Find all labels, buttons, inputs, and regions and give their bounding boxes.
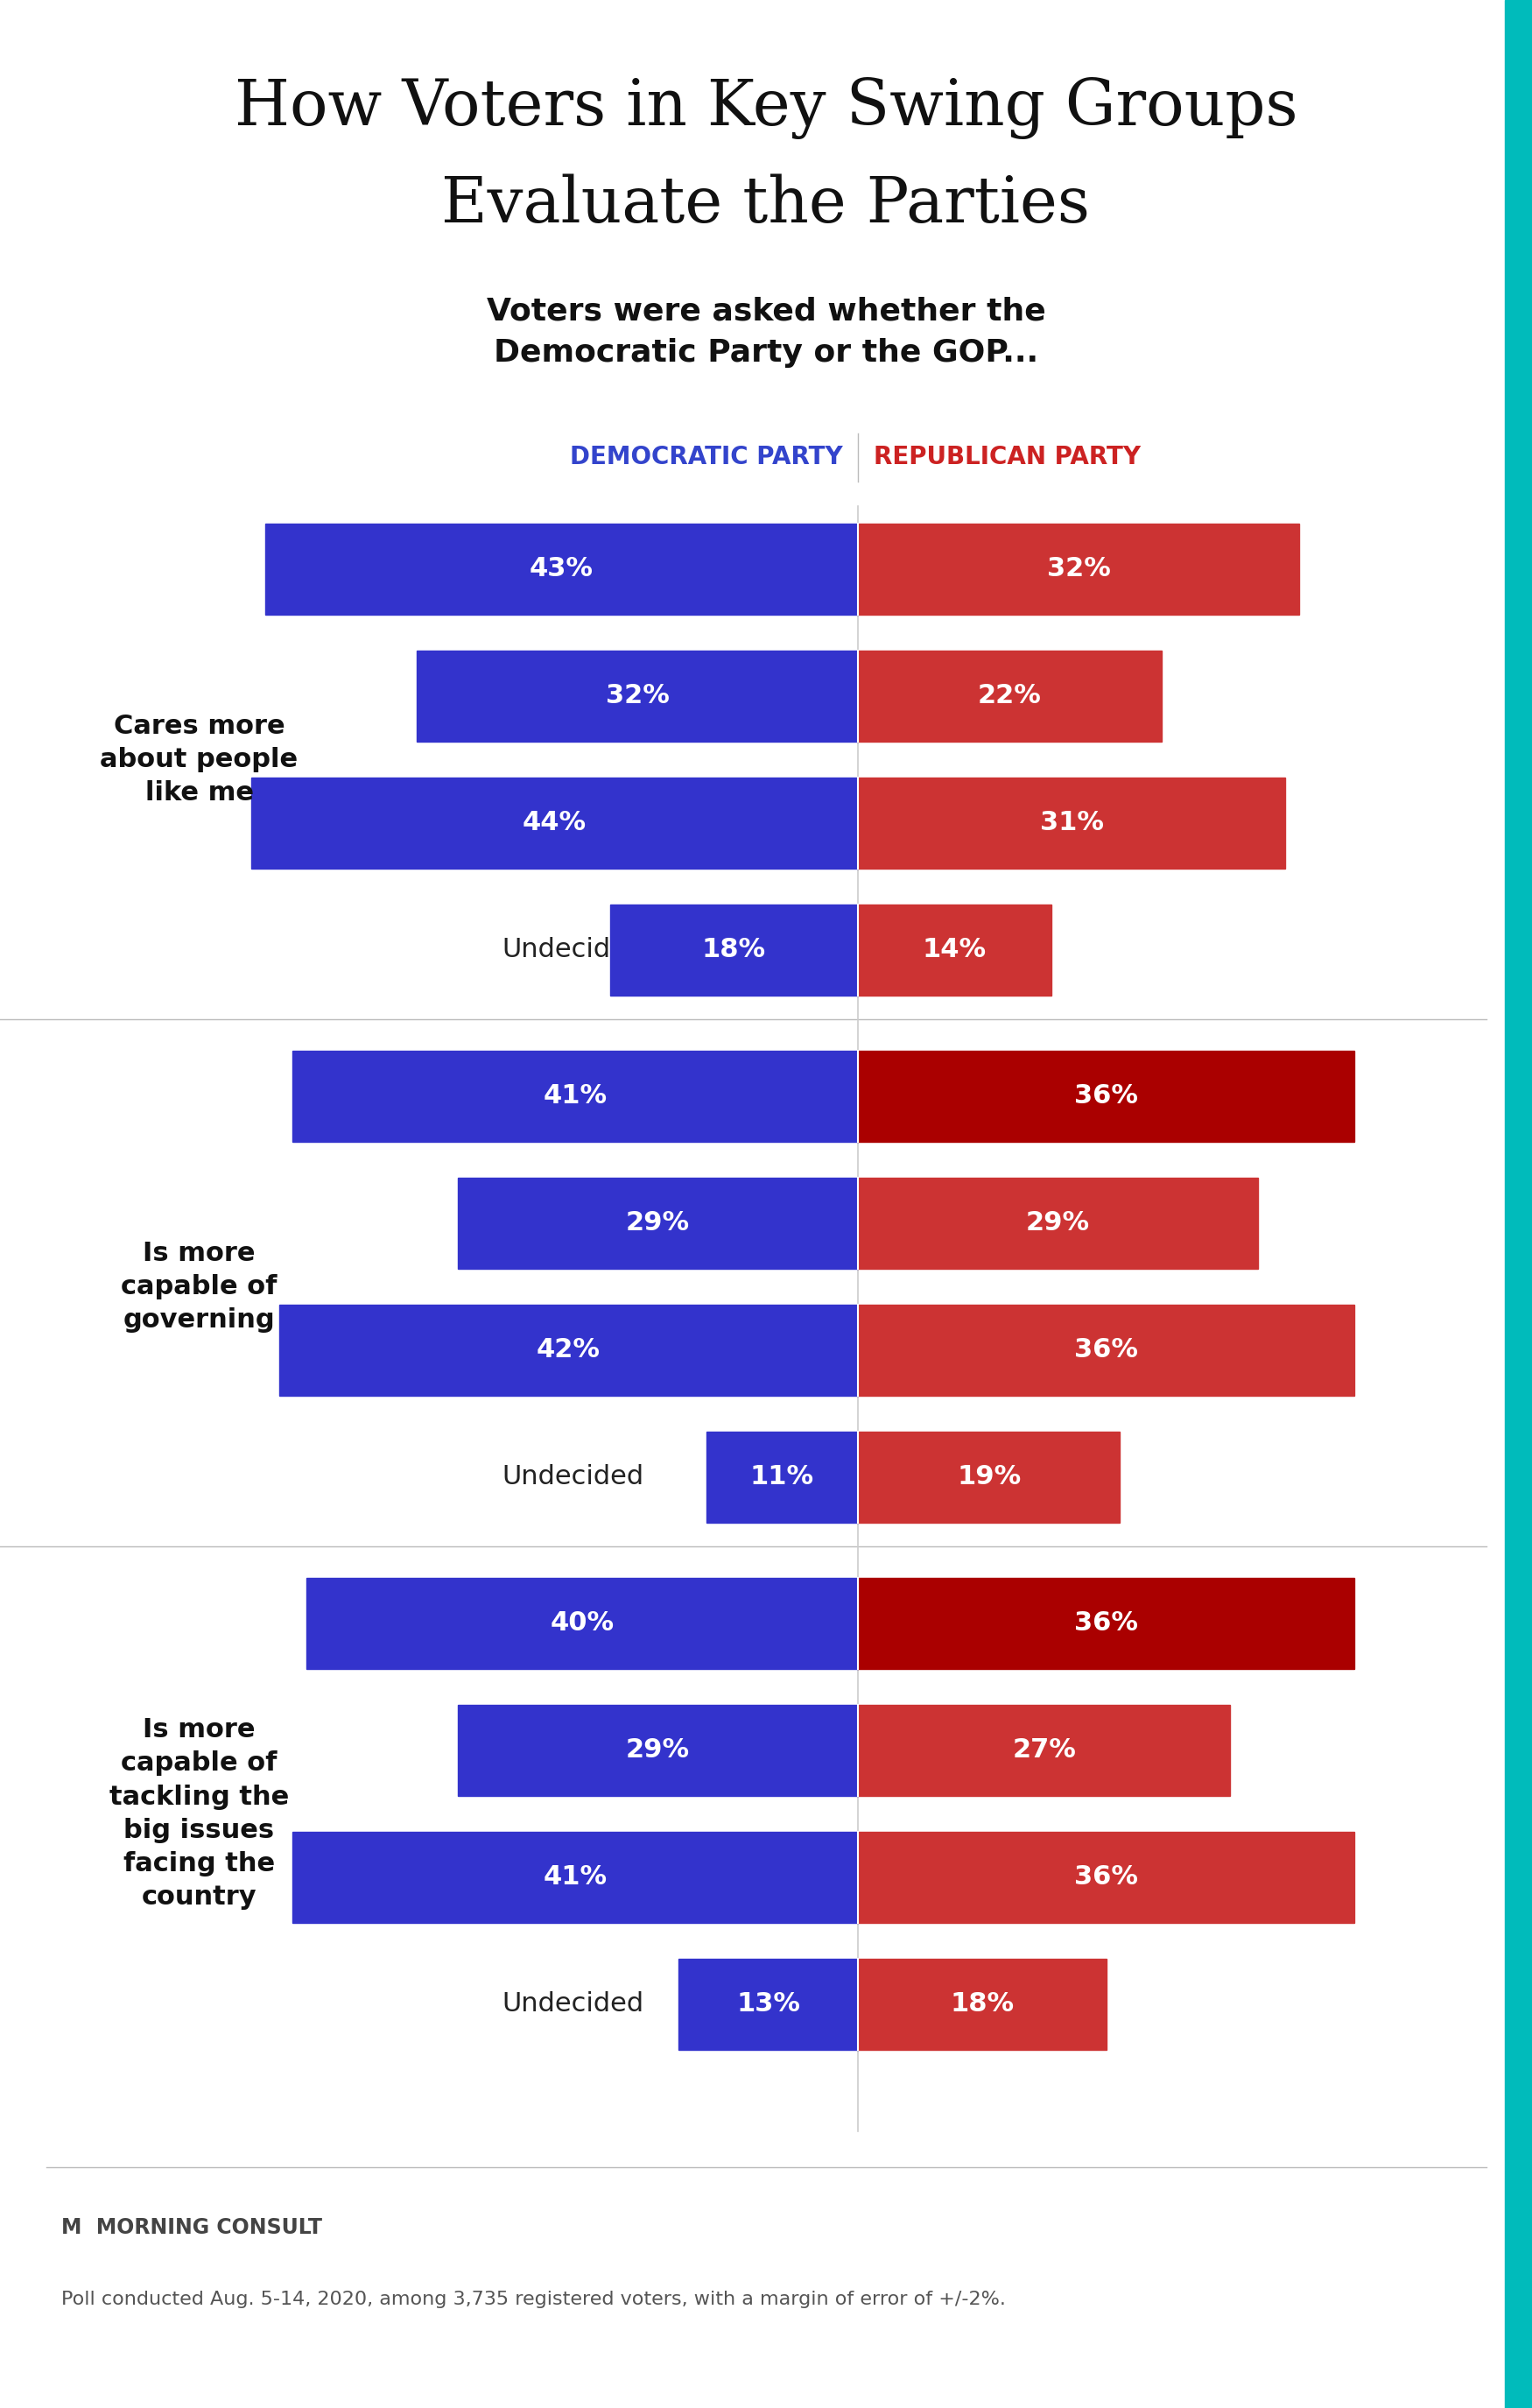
Text: 40%: 40% bbox=[550, 1611, 614, 1635]
Bar bbox=[293, 1832, 858, 1924]
Text: 18%: 18% bbox=[702, 937, 766, 963]
Bar bbox=[858, 650, 1161, 742]
Bar bbox=[858, 1305, 1354, 1397]
Text: All voters: All voters bbox=[518, 1084, 643, 1110]
Text: Is more
capable of
tackling the
big issues
facing the
country: Is more capable of tackling the big issu… bbox=[109, 1717, 290, 1910]
Text: 22%: 22% bbox=[977, 684, 1042, 708]
Text: 27%: 27% bbox=[1013, 1739, 1075, 1763]
Text: 32%: 32% bbox=[605, 684, 669, 708]
Text: Independent: Independent bbox=[475, 1211, 643, 1235]
Bar bbox=[858, 905, 1051, 995]
Text: All voters: All voters bbox=[518, 1611, 643, 1635]
Text: M  MORNING CONSULT: M MORNING CONSULT bbox=[61, 2218, 322, 2237]
Bar bbox=[458, 1705, 858, 1796]
Text: Independent: Independent bbox=[475, 684, 643, 708]
Bar bbox=[610, 905, 858, 995]
Text: How Voters in Key Swing Groups: How Voters in Key Swing Groups bbox=[234, 77, 1298, 140]
Text: 19%: 19% bbox=[958, 1464, 1020, 1491]
Text: Suburban: Suburban bbox=[515, 1336, 643, 1363]
Text: 41%: 41% bbox=[544, 1084, 607, 1110]
Bar bbox=[251, 778, 858, 869]
Text: 29%: 29% bbox=[627, 1739, 689, 1763]
Text: 36%: 36% bbox=[1074, 1336, 1138, 1363]
Text: 29%: 29% bbox=[1026, 1211, 1089, 1235]
Bar bbox=[293, 1050, 858, 1141]
Text: Suburban: Suburban bbox=[515, 811, 643, 836]
Text: 11%: 11% bbox=[751, 1464, 813, 1491]
Text: Independent: Independent bbox=[475, 1739, 643, 1763]
Bar bbox=[279, 1305, 858, 1397]
Text: Undecided: Undecided bbox=[501, 1464, 643, 1491]
Bar bbox=[417, 650, 858, 742]
Text: 43%: 43% bbox=[530, 556, 593, 583]
Text: Undecided: Undecided bbox=[501, 937, 643, 963]
Text: Undecided: Undecided bbox=[501, 1991, 643, 2018]
Text: Is more
capable of
governing: Is more capable of governing bbox=[121, 1240, 277, 1332]
Bar bbox=[858, 523, 1299, 614]
Text: 36%: 36% bbox=[1074, 1611, 1138, 1635]
Text: 31%: 31% bbox=[1040, 811, 1103, 836]
Text: 36%: 36% bbox=[1074, 1084, 1138, 1110]
Bar bbox=[858, 1178, 1258, 1269]
Bar bbox=[858, 1832, 1354, 1924]
Bar bbox=[306, 1577, 858, 1669]
Text: 41%: 41% bbox=[544, 1864, 607, 1890]
Text: DEMOCRATIC PARTY: DEMOCRATIC PARTY bbox=[570, 445, 843, 470]
Bar bbox=[679, 1958, 858, 2049]
Text: 18%: 18% bbox=[950, 1991, 1014, 2018]
Bar bbox=[458, 1178, 858, 1269]
Bar bbox=[706, 1430, 858, 1522]
Bar bbox=[858, 1577, 1354, 1669]
Bar bbox=[858, 1430, 1120, 1522]
Text: 42%: 42% bbox=[536, 1336, 601, 1363]
Bar bbox=[858, 778, 1285, 869]
Text: 14%: 14% bbox=[922, 937, 987, 963]
Bar bbox=[858, 1958, 1106, 2049]
Text: 32%: 32% bbox=[1046, 556, 1111, 583]
Text: 13%: 13% bbox=[737, 1991, 800, 2018]
Bar bbox=[858, 1705, 1230, 1796]
Text: Voters were asked whether the
Democratic Party or the GOP...: Voters were asked whether the Democratic… bbox=[487, 296, 1046, 368]
Text: All voters: All voters bbox=[518, 556, 643, 583]
Text: Poll conducted Aug. 5-14, 2020, among 3,735 registered voters, with a margin of : Poll conducted Aug. 5-14, 2020, among 3,… bbox=[61, 2290, 1007, 2309]
Text: 44%: 44% bbox=[522, 811, 587, 836]
Text: 36%: 36% bbox=[1074, 1864, 1138, 1890]
Text: Cares more
about people
like me: Cares more about people like me bbox=[100, 713, 299, 807]
Text: 29%: 29% bbox=[627, 1211, 689, 1235]
Text: Suburban: Suburban bbox=[515, 1864, 643, 1890]
Text: REPUBLICAN PARTY: REPUBLICAN PARTY bbox=[873, 445, 1140, 470]
Bar bbox=[265, 523, 858, 614]
Bar bbox=[858, 1050, 1354, 1141]
Text: Evaluate the Parties: Evaluate the Parties bbox=[441, 173, 1091, 236]
